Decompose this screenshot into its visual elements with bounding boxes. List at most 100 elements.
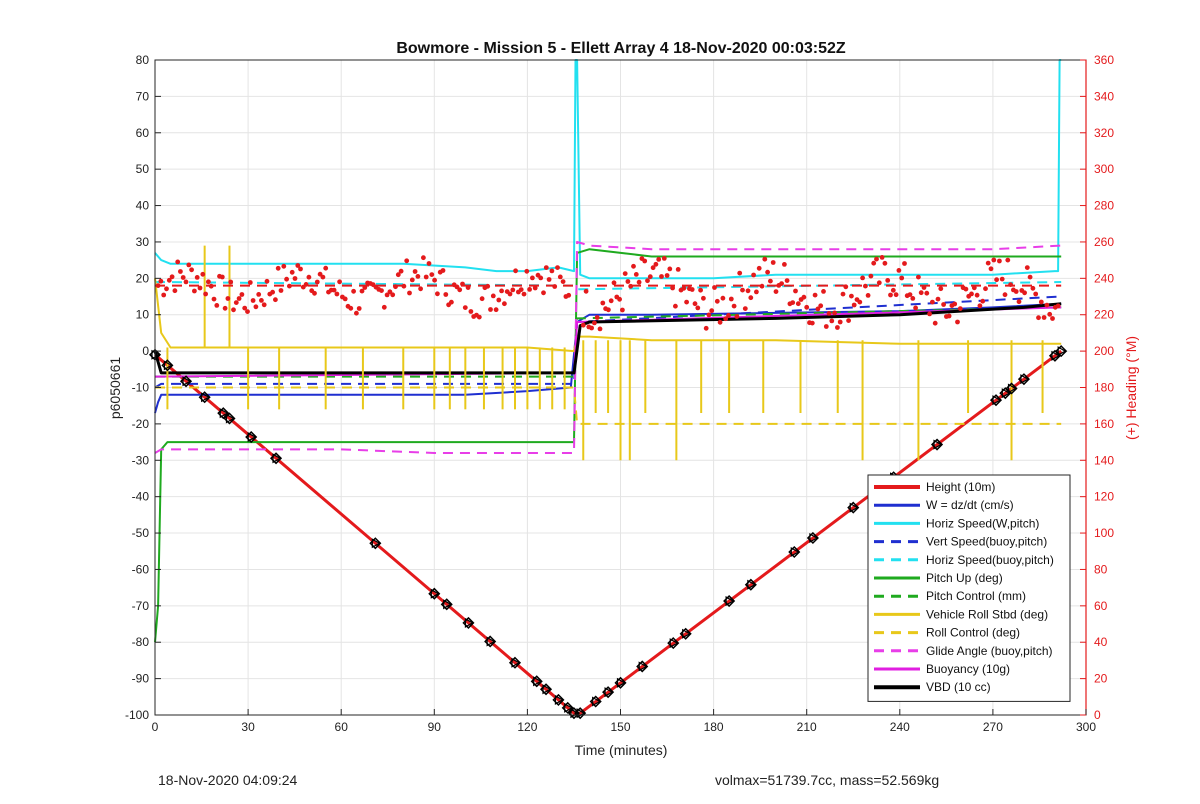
heading-dot xyxy=(932,320,938,326)
heading-dot xyxy=(874,256,879,262)
heading-dot xyxy=(795,301,801,307)
heading-dot xyxy=(1016,299,1022,305)
y-tick-label: -100 xyxy=(125,708,149,722)
heading-dot xyxy=(449,299,454,305)
heading-dot xyxy=(946,313,952,319)
y2-tick-label: 60 xyxy=(1094,599,1108,613)
heading-dot xyxy=(849,293,854,299)
heading-dot xyxy=(1038,299,1044,305)
heading-dot xyxy=(835,325,840,330)
marker-triangle xyxy=(790,546,800,558)
heading-dot xyxy=(401,283,407,289)
heading-dot xyxy=(1047,311,1053,317)
marker-triangle xyxy=(669,638,679,649)
heading-dot xyxy=(228,279,234,285)
heading-dot xyxy=(543,265,549,270)
heading-dot xyxy=(748,295,754,301)
marker-triangle xyxy=(219,408,229,419)
heading-dot xyxy=(865,293,871,298)
marker-triangle xyxy=(992,395,1002,406)
heading-dot xyxy=(734,314,740,319)
x-tick-label: 0 xyxy=(152,720,159,734)
y2-axis-label: (+) Heading (°M) xyxy=(1123,336,1139,440)
heading-dot xyxy=(334,291,340,297)
y2-tick-label: 100 xyxy=(1094,526,1114,540)
heading-dot xyxy=(846,318,851,323)
heading-dot xyxy=(172,288,178,294)
heading-dot xyxy=(645,278,650,284)
heading-dot xyxy=(527,287,532,292)
y2-tick-label: 340 xyxy=(1094,89,1114,103)
heading-dot xyxy=(440,268,446,273)
heading-dot xyxy=(740,287,745,293)
heading-dot xyxy=(295,263,301,268)
heading-dot xyxy=(312,290,317,296)
heading-dot xyxy=(661,256,667,261)
x-tick-label: 90 xyxy=(428,720,442,734)
y2-tick-label: 320 xyxy=(1094,126,1114,140)
heading-dot xyxy=(765,269,770,275)
heading-dot xyxy=(499,288,504,294)
heading-dot xyxy=(281,263,287,269)
heading-dot xyxy=(298,266,303,272)
heading-dot xyxy=(782,262,787,267)
heading-dot xyxy=(415,274,421,279)
marker-triangle xyxy=(638,661,648,672)
heading-dot xyxy=(521,291,527,297)
x-tick-label: 60 xyxy=(335,720,349,734)
heading-dot xyxy=(404,258,410,264)
heading-dot xyxy=(303,282,309,287)
heading-dot xyxy=(720,295,726,301)
y-tick-label: 0 xyxy=(142,344,149,358)
heading-dot xyxy=(723,316,729,322)
x-tick-label: 300 xyxy=(1076,720,1096,734)
heading-dot xyxy=(197,285,203,291)
heading-dot xyxy=(273,297,278,303)
heading-dot xyxy=(460,281,465,287)
heading-dot xyxy=(938,286,944,292)
heading-dot xyxy=(779,281,784,286)
series-line-glide-angle-buoy-pitch xyxy=(154,240,1062,454)
heading-dot xyxy=(443,292,449,297)
heading-dot xyxy=(530,275,535,281)
y2-tick-label: 20 xyxy=(1094,672,1108,686)
heading-dot xyxy=(337,279,342,285)
marker-triangle xyxy=(809,532,819,544)
marker-triangle xyxy=(564,702,573,713)
heading-dot xyxy=(284,276,289,282)
legend-label: Glide Angle (buoy,pitch) xyxy=(926,644,1053,658)
heading-dot xyxy=(731,303,737,309)
heading-dot xyxy=(524,268,530,274)
heading-dot xyxy=(659,274,664,279)
heading-dot xyxy=(994,277,999,283)
heading-dot xyxy=(876,280,882,286)
y-tick-label: -70 xyxy=(132,599,150,613)
heading-dot xyxy=(247,280,253,285)
heading-dot xyxy=(233,300,239,305)
y2-tick-label: 280 xyxy=(1094,199,1114,213)
y-tick-label: -40 xyxy=(132,490,150,504)
heading-dot xyxy=(264,278,270,284)
marker-triangle xyxy=(592,696,601,707)
heading-dot xyxy=(642,258,648,264)
heading-dot xyxy=(1055,303,1061,309)
heading-dot xyxy=(555,265,560,270)
marker-triangle xyxy=(247,432,257,443)
heading-dot xyxy=(969,291,974,297)
heading-dot xyxy=(647,274,653,280)
heading-dot xyxy=(192,288,197,294)
heading-dot xyxy=(426,261,432,266)
chart-title: Bowmore - Mission 5 - Ellett Array 4 18-… xyxy=(396,40,846,57)
footer-stats: volmax=51739.7cc, mass=52.569kg xyxy=(715,772,940,788)
y2-tick-label: 80 xyxy=(1094,562,1108,576)
legend-label: W = dz/dt (cm/s) xyxy=(926,498,1014,512)
heading-dot xyxy=(200,271,206,277)
heading-dot xyxy=(270,289,275,295)
heading-dot xyxy=(236,296,242,301)
heading-dot xyxy=(502,301,507,307)
heading-dot xyxy=(692,301,698,307)
heading-dot xyxy=(331,287,337,293)
heading-dot xyxy=(208,283,214,289)
legend: Height (10m) W = dz/dt (cm/s) Horiz Speed(… xyxy=(867,474,1071,702)
marker-triangle xyxy=(1001,388,1011,399)
